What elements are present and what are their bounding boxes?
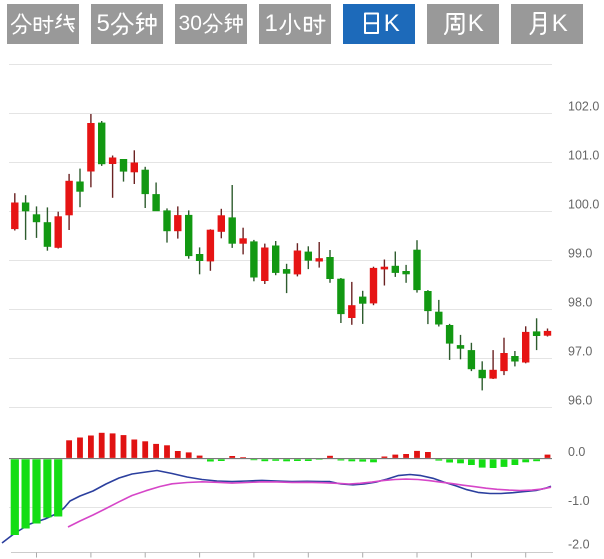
svg-text:99.0: 99.0: [568, 247, 592, 261]
svg-text:0.0: 0.0: [568, 445, 585, 459]
svg-text:-2.0: -2.0: [568, 538, 590, 552]
svg-text:-1.0: -1.0: [568, 494, 590, 508]
svg-text:101.0: 101.0: [568, 149, 599, 163]
svg-text:97.0: 97.0: [568, 345, 592, 359]
svg-text:100.0: 100.0: [568, 198, 599, 212]
svg-text:98.0: 98.0: [568, 296, 592, 310]
svg-text:96.0: 96.0: [568, 394, 592, 408]
svg-text:102.0: 102.0: [568, 100, 599, 114]
